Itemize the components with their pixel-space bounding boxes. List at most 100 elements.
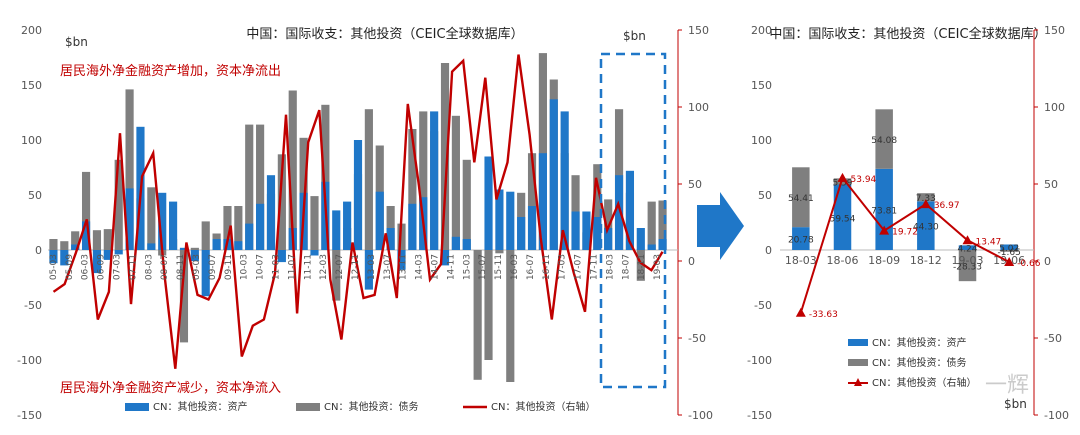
right-net-label: 53.94 — [851, 175, 877, 185]
left-bar-liabilities — [462, 159, 471, 250]
left-bar-assets — [201, 250, 210, 297]
left-bar-assets — [386, 228, 395, 250]
left-bar-liabilities — [245, 124, 254, 250]
left-bar-assets — [364, 250, 373, 290]
left-bar-assets — [440, 250, 450, 266]
right-y-tick: 200 — [751, 24, 772, 37]
left-bar-assets — [256, 203, 265, 250]
left-x-tick: 07-11 — [128, 254, 138, 280]
left-x-tick: 08-11 — [176, 254, 186, 280]
left-x-tick: 19-03 — [653, 254, 663, 280]
left-x-tick: 13-03 — [367, 254, 377, 280]
left-y2-tick: 150 — [688, 24, 709, 37]
right-bar-assets — [917, 201, 935, 250]
left-y2-tick: -50 — [688, 332, 706, 345]
right-bar-assets — [792, 227, 810, 250]
annotation-inflow: 居民海外净金融资产减少，资本净流入 — [60, 380, 281, 396]
left-bar-assets — [495, 189, 504, 250]
right-x-tick: 19-03 — [952, 254, 984, 267]
left-bar-liabilities — [419, 111, 428, 251]
right-y2-tick: -100 — [1044, 409, 1069, 422]
right-asset-label: 5.02 — [999, 244, 1019, 254]
right-y-tick: 0 — [765, 244, 772, 257]
left-bar-liabilities — [473, 250, 482, 380]
right-bar-liabilities — [917, 193, 935, 202]
left-bar-assets — [560, 111, 569, 251]
right-chart-title: 中国：国际收支：其他投资（CEIC全球数据库） — [769, 26, 1046, 42]
right-liability-label: 5.59 — [832, 178, 852, 188]
right-asset-label: 4.24 — [957, 245, 977, 255]
left-x-tick: 16-03 — [510, 254, 520, 280]
left-bar-assets — [49, 250, 58, 264]
right-net-label: 36.97 — [934, 201, 960, 211]
left-bar-liabilities — [538, 53, 547, 250]
left-bar-liabilities — [484, 250, 493, 360]
left-bar-liabilities — [125, 89, 134, 251]
left-bar-assets — [103, 250, 112, 260]
left-x-tick: 15-03 — [462, 254, 472, 280]
right-y2-tick: -50 — [1044, 332, 1062, 345]
right-x-tick: 18-12 — [910, 254, 942, 267]
right-bar-liabilities — [875, 109, 893, 169]
right-net-marker — [962, 235, 973, 245]
left-bar-liabilities — [332, 250, 341, 301]
left-x-tick: 10-07 — [256, 254, 266, 280]
left-bar-liabilities — [147, 187, 156, 250]
left-x-tick: 18-11 — [637, 254, 647, 280]
right-net-label: 19.72 — [892, 228, 918, 238]
left-x-tick: 13-07 — [383, 254, 393, 280]
left-bar-assets — [397, 250, 406, 270]
right-net-label: -33.63 — [809, 310, 838, 320]
left-bar-liabilities — [201, 221, 210, 250]
left-bar-assets — [245, 223, 254, 250]
right-y-tick: 50 — [758, 189, 772, 202]
left-x-tick: 14-11 — [446, 254, 456, 280]
left-x-tick: 14-03 — [415, 254, 425, 280]
left-bar-liabilities — [636, 250, 645, 281]
watermark: 一辉 — [985, 373, 1029, 398]
left-bar-assets — [506, 191, 515, 250]
left-x-tick: 11-11 — [303, 254, 313, 280]
right-liability-label: -1.65 — [998, 248, 1021, 258]
right-y-tick: -150 — [747, 409, 772, 422]
left-x-tick: 18-03 — [605, 254, 615, 280]
left-bar-liabilities — [288, 90, 297, 250]
right-bar-assets — [958, 245, 977, 250]
left-bar-assets — [310, 250, 319, 256]
left-bar-assets — [614, 175, 624, 250]
left-bar-assets — [593, 217, 602, 250]
left-x-tick: 11-07 — [287, 254, 297, 280]
left-y2-tick: 50 — [688, 178, 702, 191]
left-chart: -150 -100 -50 0 50 100 150 200 -100 -50 0 50 100 150 0… — [17, 24, 713, 422]
right-bar-liabilities — [1000, 250, 1018, 252]
right-y2-tick: 150 — [1044, 24, 1065, 37]
left-x-tick: 12-03 — [319, 254, 329, 280]
left-bar-assets — [647, 244, 656, 250]
left-bar-assets — [517, 217, 526, 250]
left-bar-assets — [430, 111, 439, 251]
left-x-tick: 11-03 — [272, 254, 282, 280]
left-bar-assets — [484, 156, 493, 250]
left-bar-assets — [451, 236, 460, 250]
left-x-tick: 16-11 — [542, 254, 552, 280]
left-bar-assets — [343, 201, 352, 250]
left-bar-assets — [625, 170, 635, 250]
right-net-marker — [795, 307, 806, 317]
left-bar-assets — [277, 250, 286, 263]
left-bar-liabilities — [658, 200, 667, 250]
left-bar-liabilities — [440, 63, 450, 250]
left-bar-liabilities — [256, 124, 265, 250]
left-bar-assets — [169, 201, 178, 250]
highlight-box — [599, 52, 667, 389]
legend-label: CN：其他投资：资产 — [153, 400, 247, 413]
left-bar-assets — [147, 243, 156, 250]
left-chart-title: 中国：国际收支：其他投资（CEIC全球数据库） — [246, 26, 523, 42]
right-asset-label: 73.81 — [871, 206, 897, 216]
left-bar-liabilities — [81, 171, 91, 250]
left-bar-liabilities — [49, 239, 58, 250]
left-x-tick: 05-03 — [49, 254, 59, 280]
left-bar-assets — [582, 211, 591, 250]
right-unit: $bn — [1004, 397, 1027, 411]
left-net-line — [52, 54, 664, 369]
left-bar-assets — [81, 221, 91, 250]
